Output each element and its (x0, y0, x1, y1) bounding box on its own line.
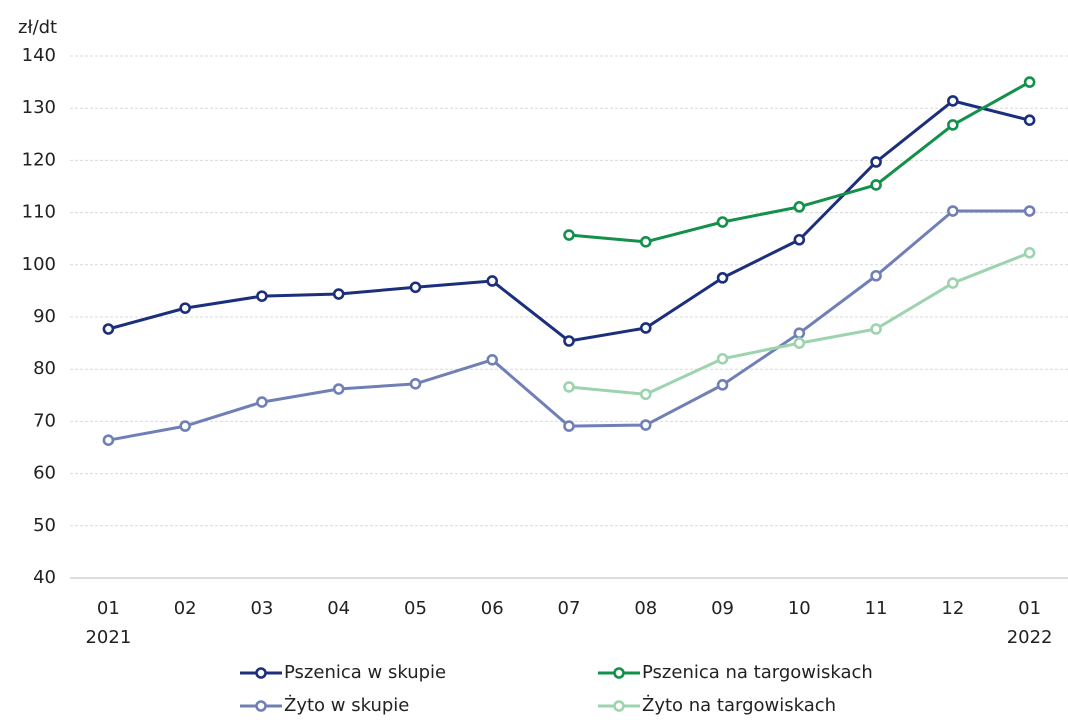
point (639, 322, 652, 334)
point (870, 323, 882, 335)
point (563, 420, 575, 432)
point (563, 229, 575, 241)
point (102, 323, 115, 335)
point (1023, 114, 1036, 127)
point (1023, 76, 1036, 88)
x-tick-label: 09 (711, 598, 734, 619)
legend-marker (255, 700, 267, 712)
point (716, 352, 729, 365)
point (256, 396, 268, 408)
x-tick-label: 08 (634, 598, 657, 619)
point (793, 327, 806, 339)
x-tick-label: 11 (865, 598, 888, 619)
point (486, 275, 499, 287)
point (870, 269, 882, 282)
point (1023, 246, 1036, 259)
point (409, 281, 422, 294)
series-line (107, 99, 1030, 343)
y-tick-label: 110 (22, 202, 56, 223)
x-tick-label: 01 (97, 598, 120, 619)
point (256, 290, 268, 302)
legend-marker (255, 667, 267, 679)
point (947, 277, 959, 289)
series-line (568, 80, 1031, 244)
y-tick-label: 100 (22, 254, 56, 275)
series-line (108, 209, 1030, 442)
legend-label: Pszenica na targowiskach (642, 662, 873, 683)
x-tick-label: 02 (174, 598, 197, 619)
x-year-label: 2022 (1007, 627, 1053, 648)
point (639, 236, 652, 248)
y-tick-label: 130 (22, 97, 56, 118)
y-tick-label: 50 (33, 515, 56, 536)
x-tick-label: 05 (404, 598, 427, 619)
y-tick-label: 120 (22, 149, 56, 170)
point (639, 419, 652, 431)
legend-label: Żyto na targowiskach (642, 695, 836, 716)
x-tick-label: 01 (1018, 598, 1041, 619)
y-tick-label: 40 (33, 567, 56, 588)
y-tick-label: 80 (33, 358, 56, 379)
point (870, 156, 882, 168)
x-tick-label: 10 (788, 598, 811, 619)
point (563, 335, 575, 347)
legend-label: Żyto w skupie (284, 695, 409, 716)
x-tick-label: 12 (941, 598, 964, 619)
point (716, 216, 729, 228)
point (793, 201, 806, 213)
point (332, 288, 345, 300)
x-tick-label: 06 (481, 598, 504, 619)
series-line (568, 251, 1031, 396)
point (102, 434, 115, 446)
point (639, 388, 652, 401)
point (486, 354, 499, 366)
y-tick-label: 70 (33, 410, 56, 431)
point (947, 95, 959, 107)
x-tick-label: 04 (327, 598, 350, 619)
point (793, 233, 806, 246)
y-tick-label: 90 (33, 306, 56, 327)
legend-marker (613, 667, 625, 679)
point (793, 337, 806, 349)
y-axis-label: zł/dt (18, 17, 57, 38)
legend-label: Pszenica w skupie (284, 662, 446, 683)
point (563, 381, 575, 393)
legend-marker (613, 700, 625, 712)
x-tick-label: 03 (250, 598, 273, 619)
y-tick-label: 60 (33, 463, 56, 484)
x-tick-label: 07 (558, 598, 581, 619)
point (716, 379, 729, 391)
y-tick-label: 140 (22, 45, 56, 66)
point (179, 302, 191, 314)
point (409, 378, 422, 390)
point (870, 179, 882, 191)
point (332, 383, 345, 395)
point (947, 205, 959, 217)
x-year-label: 2021 (85, 627, 131, 648)
point (947, 119, 959, 131)
point (1023, 205, 1036, 217)
point (179, 420, 191, 432)
point (716, 272, 729, 284)
